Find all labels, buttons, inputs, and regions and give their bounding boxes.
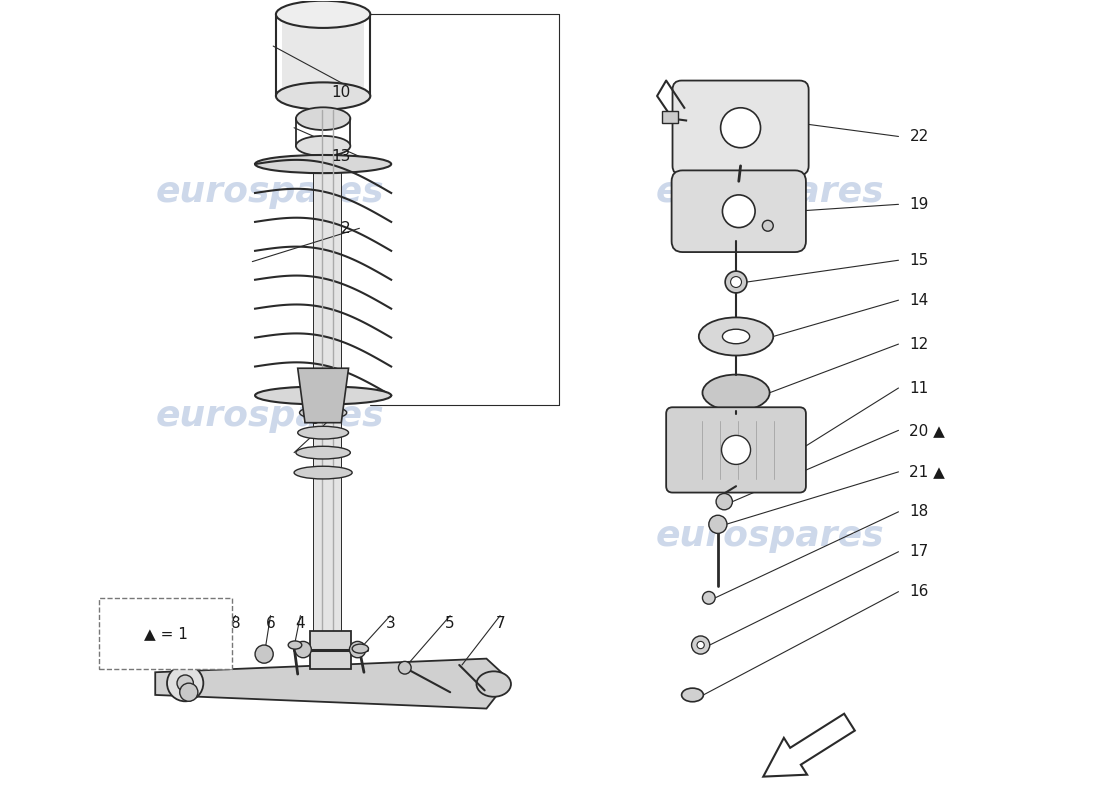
Text: 20 ▲: 20 ▲ (910, 423, 945, 438)
Circle shape (692, 636, 710, 654)
Circle shape (725, 271, 747, 293)
Text: 9: 9 (310, 413, 320, 427)
Circle shape (722, 435, 750, 465)
Text: eurospares: eurospares (156, 399, 385, 433)
Circle shape (350, 642, 366, 658)
FancyBboxPatch shape (314, 155, 341, 650)
Ellipse shape (298, 426, 349, 439)
Text: 1: 1 (311, 373, 320, 387)
Polygon shape (155, 658, 509, 709)
Ellipse shape (296, 446, 350, 459)
Text: 11: 11 (910, 381, 928, 395)
Text: eurospares: eurospares (656, 518, 884, 553)
Circle shape (762, 220, 773, 231)
Ellipse shape (299, 406, 346, 419)
Text: 8: 8 (231, 616, 241, 630)
Text: 19: 19 (910, 197, 928, 212)
Ellipse shape (698, 318, 773, 355)
Circle shape (716, 494, 733, 510)
Circle shape (167, 665, 204, 702)
FancyBboxPatch shape (661, 110, 678, 123)
Text: 5: 5 (446, 616, 455, 630)
FancyBboxPatch shape (672, 170, 806, 252)
Text: 18: 18 (910, 504, 928, 519)
Ellipse shape (294, 466, 352, 479)
Ellipse shape (255, 155, 392, 173)
FancyArrow shape (763, 714, 855, 777)
Ellipse shape (288, 641, 301, 649)
Text: eurospares: eurospares (656, 175, 884, 210)
Text: 4: 4 (296, 616, 305, 630)
Circle shape (177, 675, 194, 691)
Ellipse shape (703, 374, 770, 411)
Text: 7: 7 (495, 616, 505, 630)
Text: 21 ▲: 21 ▲ (910, 464, 945, 479)
Circle shape (730, 277, 741, 287)
Text: eurospares: eurospares (156, 175, 385, 210)
Ellipse shape (723, 330, 750, 344)
Text: 17: 17 (910, 544, 928, 559)
Ellipse shape (296, 136, 350, 156)
Ellipse shape (255, 386, 392, 405)
Circle shape (720, 108, 760, 148)
Circle shape (708, 515, 727, 534)
Text: ▲ = 1: ▲ = 1 (144, 626, 188, 641)
Text: 13: 13 (331, 149, 350, 164)
Ellipse shape (296, 107, 350, 130)
Text: 22: 22 (910, 129, 928, 144)
Text: 15: 15 (910, 253, 928, 268)
Polygon shape (298, 368, 349, 422)
Circle shape (295, 642, 311, 658)
FancyBboxPatch shape (310, 630, 351, 669)
Text: 2: 2 (341, 221, 350, 236)
Circle shape (398, 662, 411, 674)
FancyBboxPatch shape (672, 81, 808, 175)
Circle shape (723, 195, 755, 227)
Ellipse shape (682, 688, 703, 702)
Text: 6: 6 (265, 616, 275, 630)
Ellipse shape (276, 1, 371, 28)
Text: 3: 3 (385, 616, 395, 630)
Text: 12: 12 (910, 337, 928, 351)
Text: 10: 10 (331, 85, 350, 100)
Circle shape (697, 642, 704, 649)
Circle shape (703, 591, 715, 604)
FancyBboxPatch shape (283, 17, 364, 94)
FancyBboxPatch shape (99, 598, 232, 670)
Ellipse shape (476, 671, 512, 697)
Circle shape (179, 683, 198, 702)
Text: 16: 16 (910, 584, 928, 599)
FancyBboxPatch shape (667, 407, 806, 493)
Circle shape (255, 645, 273, 663)
Ellipse shape (352, 644, 368, 653)
Text: 14: 14 (910, 293, 928, 308)
Ellipse shape (276, 82, 371, 110)
